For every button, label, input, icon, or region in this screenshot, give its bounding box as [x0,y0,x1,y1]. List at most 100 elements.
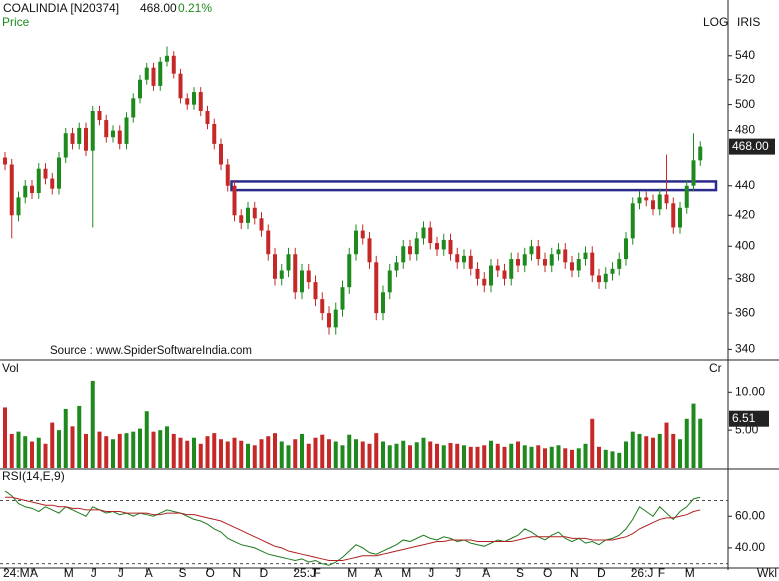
candle-body [543,259,547,266]
candle-body [3,157,7,165]
candle-body [273,254,277,279]
volume-bar [630,431,635,468]
volume-bar [441,445,446,468]
candle-body [313,282,318,300]
volume-bar [111,439,115,468]
candle-body [549,254,554,266]
candle-body [495,265,500,271]
volume-bar [185,440,190,468]
volume-bar [468,446,473,468]
x-tick-label: 25:J [293,566,316,580]
candle-body [630,203,635,239]
candle-body [489,265,493,286]
candle-body [441,239,446,250]
candle-body [381,292,385,314]
candle-body [165,55,169,62]
x-tick-label: J [428,566,434,580]
volume-bar [16,431,21,468]
candle-body [516,259,520,266]
volume-bar [97,431,102,468]
x-tick-label: M [401,566,411,580]
candle-body [684,185,689,208]
volume-bar [637,433,642,468]
candle-body [327,313,331,328]
volume-bar [340,445,345,468]
volume-bar [259,439,264,468]
candle-body [225,164,230,186]
y-tick-label: 500 [735,97,755,111]
candle-body [455,254,460,263]
candle-body [502,270,507,279]
candle-body [30,185,34,194]
volume-bar [698,418,703,468]
candle-body [360,230,365,239]
y-tick-label: 540 [735,48,755,62]
volume-bar [266,436,271,468]
volume-bar [144,411,149,468]
candle-body [77,127,82,144]
candle-body [131,98,136,118]
candle-body [698,146,703,161]
candle-body [678,207,682,228]
volume-bar [57,430,61,468]
value-tag [729,410,769,427]
x-tick-label: A [145,566,153,580]
candle-body [637,197,642,204]
candle-body [576,259,581,271]
x-tick-label: M [685,566,695,580]
y-tick-label: 380 [735,271,755,285]
style: IRIS [737,15,760,29]
x-tick-label: J [455,566,461,580]
x-tick-label: A [374,566,382,580]
x-tick-label: M [64,566,74,580]
candle-body [104,120,109,138]
volume-bar [151,431,156,468]
candle-body [320,299,325,314]
candle-body [151,67,156,86]
volume-bar [509,443,514,468]
volume-bar [536,445,541,468]
last-price: 468.00 [140,1,177,15]
volume-bar [293,439,298,468]
candle-body [239,215,244,223]
volume-bar [104,436,109,468]
candle-body [374,262,379,314]
unit-label: Cr [709,361,722,375]
candle-body [529,246,534,255]
volume-bar [583,443,588,468]
volume-bar [576,448,581,468]
volume-bar [428,441,433,468]
volume-bar [306,443,311,468]
volume-bar [171,433,176,468]
volume-bar [347,434,352,468]
candle-body [300,270,304,293]
x-tick-label: D [260,566,269,580]
panel-label: Price [2,15,30,29]
candle-body [462,255,466,263]
x-tick-label: 24:M [3,566,30,580]
candle-body [178,73,183,99]
candle-body [333,309,338,328]
candle-body [347,254,352,288]
x-tick-label: D [597,566,606,580]
x-tick-label: S [179,566,187,580]
y-tick-label: 400 [735,238,755,252]
volume-bar [138,428,142,468]
x-tick-label: O [206,566,215,580]
volume-bar [327,439,331,468]
zone-box [230,180,718,192]
candle-body [536,246,541,260]
volume-bar [489,440,493,468]
candle-body [597,275,601,283]
volume-bar [9,433,14,468]
volume-bar [597,446,601,468]
volume-bar [381,441,385,468]
y-tick-label: 60.00 [735,508,765,522]
candle-body [293,254,298,293]
candle-body [9,164,14,216]
scale-mode: LOG [703,15,728,29]
volume-bar [678,439,682,468]
volume-bar [178,437,183,468]
y-tick-label: 440 [735,178,755,192]
y-tick-label: 480 [735,123,755,137]
